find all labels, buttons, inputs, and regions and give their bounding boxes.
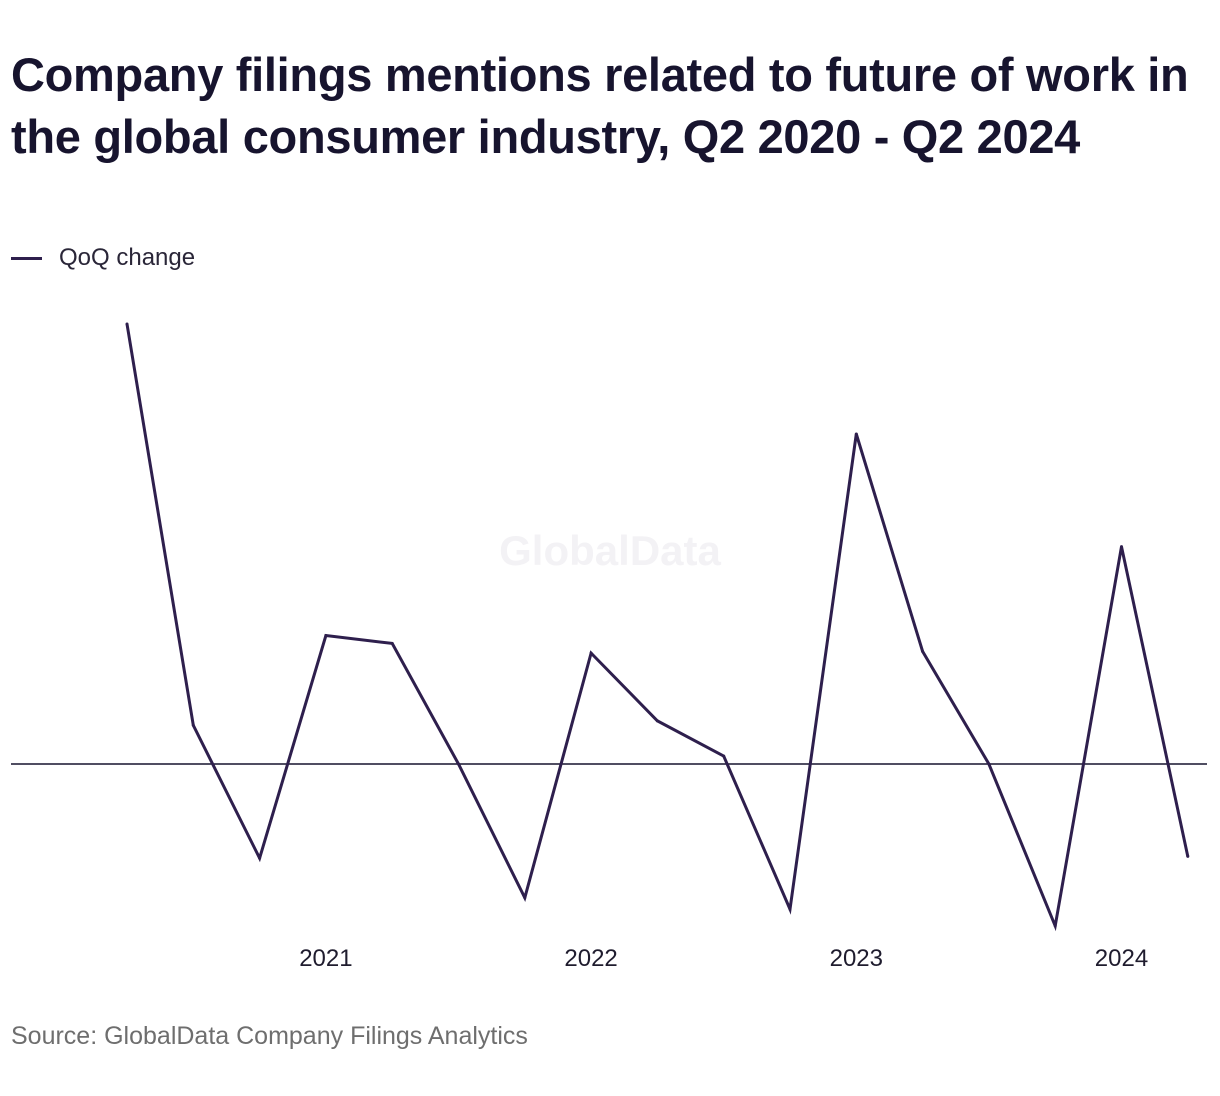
data-point-q3-2021 — [457, 762, 460, 766]
data-point-q4-2021 — [523, 896, 527, 900]
data-point-q2-2024 — [1186, 854, 1190, 858]
series-line-qoq-change — [125, 323, 1190, 932]
data-point-q3-2020 — [191, 723, 195, 727]
data-point-q4-2023 — [1053, 924, 1057, 928]
data-point-q1-2021 — [324, 634, 328, 638]
data-point-q4-2022 — [788, 907, 792, 911]
data-point-q1-2023 — [854, 432, 858, 436]
data-point-q3-2022 — [722, 754, 726, 758]
legend-swatch — [11, 256, 42, 260]
data-point-q3-2023 — [987, 762, 991, 766]
x-tick-label-2023: 2023 — [830, 945, 883, 972]
watermark: GlobalData — [499, 527, 721, 574]
x-tick-label-2022: 2022 — [564, 945, 617, 972]
data-point-q1-2022 — [589, 651, 593, 655]
data-point-q2-2020 — [125, 322, 129, 326]
data-point-q1-2024 — [1120, 545, 1123, 549]
data-point-q4-2020 — [258, 856, 262, 860]
source-note: Source: GlobalData Company Filings Analy… — [11, 1022, 528, 1050]
data-point-q2-2021 — [390, 641, 394, 645]
line-chart: GlobalData 2021 2022 2023 2024 — [11, 322, 1207, 972]
legend: QoQ change — [11, 243, 195, 273]
x-tick-label-2024: 2024 — [1095, 945, 1148, 972]
chart-title: Company filings mentions related to futu… — [11, 48, 1189, 163]
data-point-q2-2023 — [921, 649, 925, 653]
x-tick-label-2021: 2021 — [299, 945, 352, 972]
data-point-q2-2022 — [655, 719, 659, 723]
legend-label: QoQ change — [59, 244, 196, 271]
